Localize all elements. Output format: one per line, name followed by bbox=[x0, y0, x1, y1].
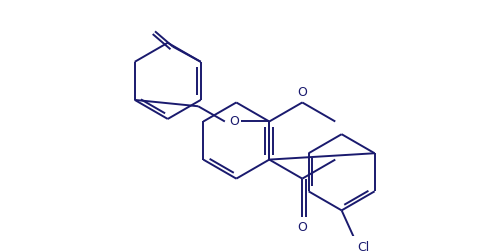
Text: O: O bbox=[229, 115, 239, 128]
Text: O: O bbox=[297, 86, 307, 99]
Text: O: O bbox=[297, 220, 307, 234]
Text: Cl: Cl bbox=[357, 241, 369, 252]
